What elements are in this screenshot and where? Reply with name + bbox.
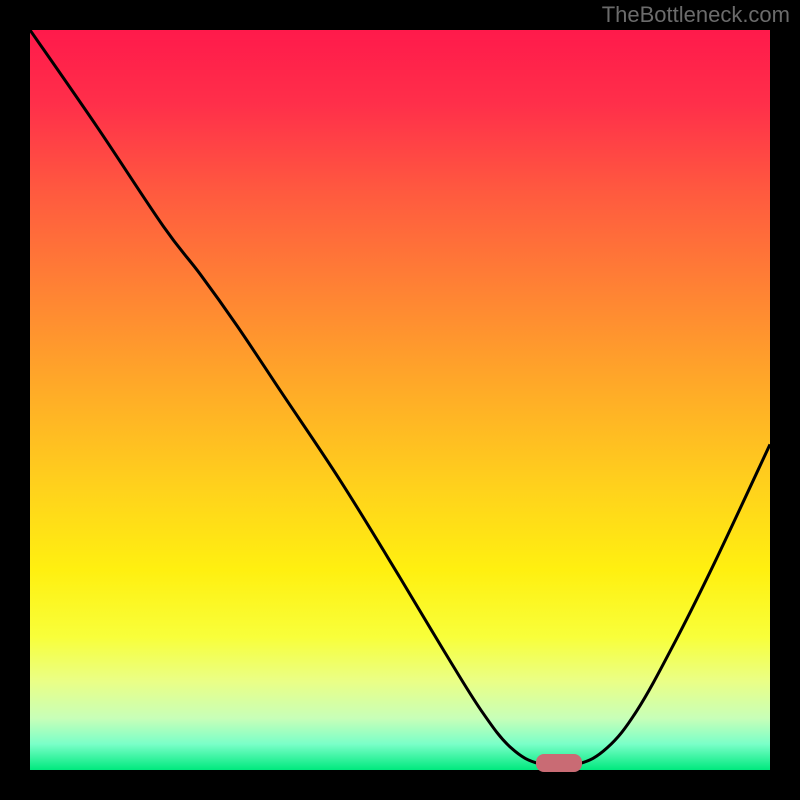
- curve-line: [30, 30, 770, 770]
- plot-area: [30, 30, 770, 770]
- bottleneck-marker: [536, 754, 582, 772]
- watermark-text: TheBottleneck.com: [602, 2, 790, 28]
- chart-container: TheBottleneck.com: [0, 0, 800, 800]
